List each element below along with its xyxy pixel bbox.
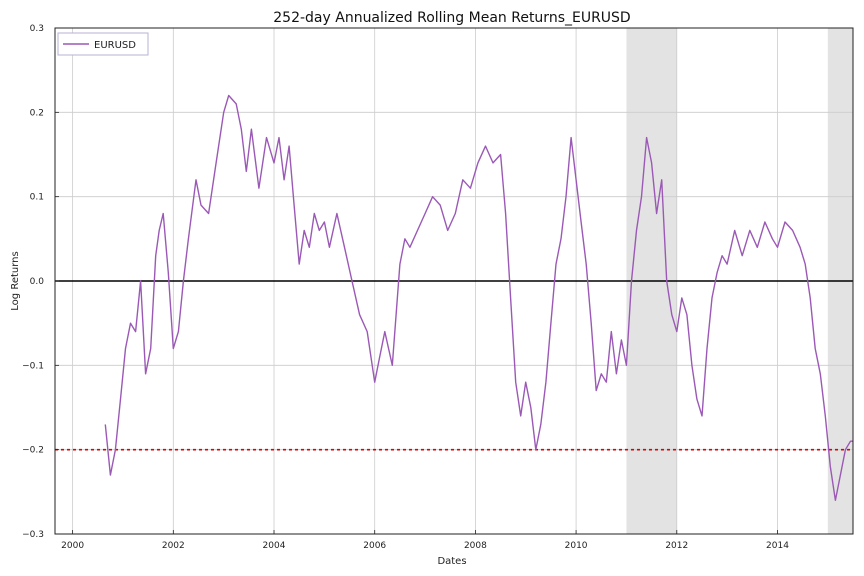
chart: 2000 2002 2004 2006 2008 2010 2012 2014 −0.3 −0.2… [0,0,864,576]
x-axis-label: Dates [437,556,466,567]
x-tick-label-4: 2008 [464,541,487,551]
x-tick-label-6: 2012 [665,541,688,551]
x-tick-label-7: 2014 [766,541,789,551]
y-tick-label-0: −0.3 [22,530,44,540]
legend-label-eurusd: EURUSD [94,40,136,51]
x-tick-label-5: 2010 [565,541,588,551]
y-tick-label-3: 0.0 [30,277,45,287]
x-tick-label-0: 2000 [61,541,84,551]
y-tick-label-5: 0.2 [30,108,44,118]
x-tick-label-2: 2004 [263,541,286,551]
y-tick-label-2: −0.1 [22,361,44,371]
chart-title: 252-day Annualized Rolling Mean Returns_… [273,10,630,26]
y-axis-label: Log Returns [10,251,21,310]
x-tick-label-3: 2006 [363,541,386,551]
y-tick-label-4: 0.1 [30,193,44,203]
y-tick-label-1: −0.2 [22,446,44,456]
y-tick-label-6: 0.3 [30,24,44,34]
legend: EURUSD [58,33,148,55]
x-tick-label-1: 2002 [162,541,185,551]
